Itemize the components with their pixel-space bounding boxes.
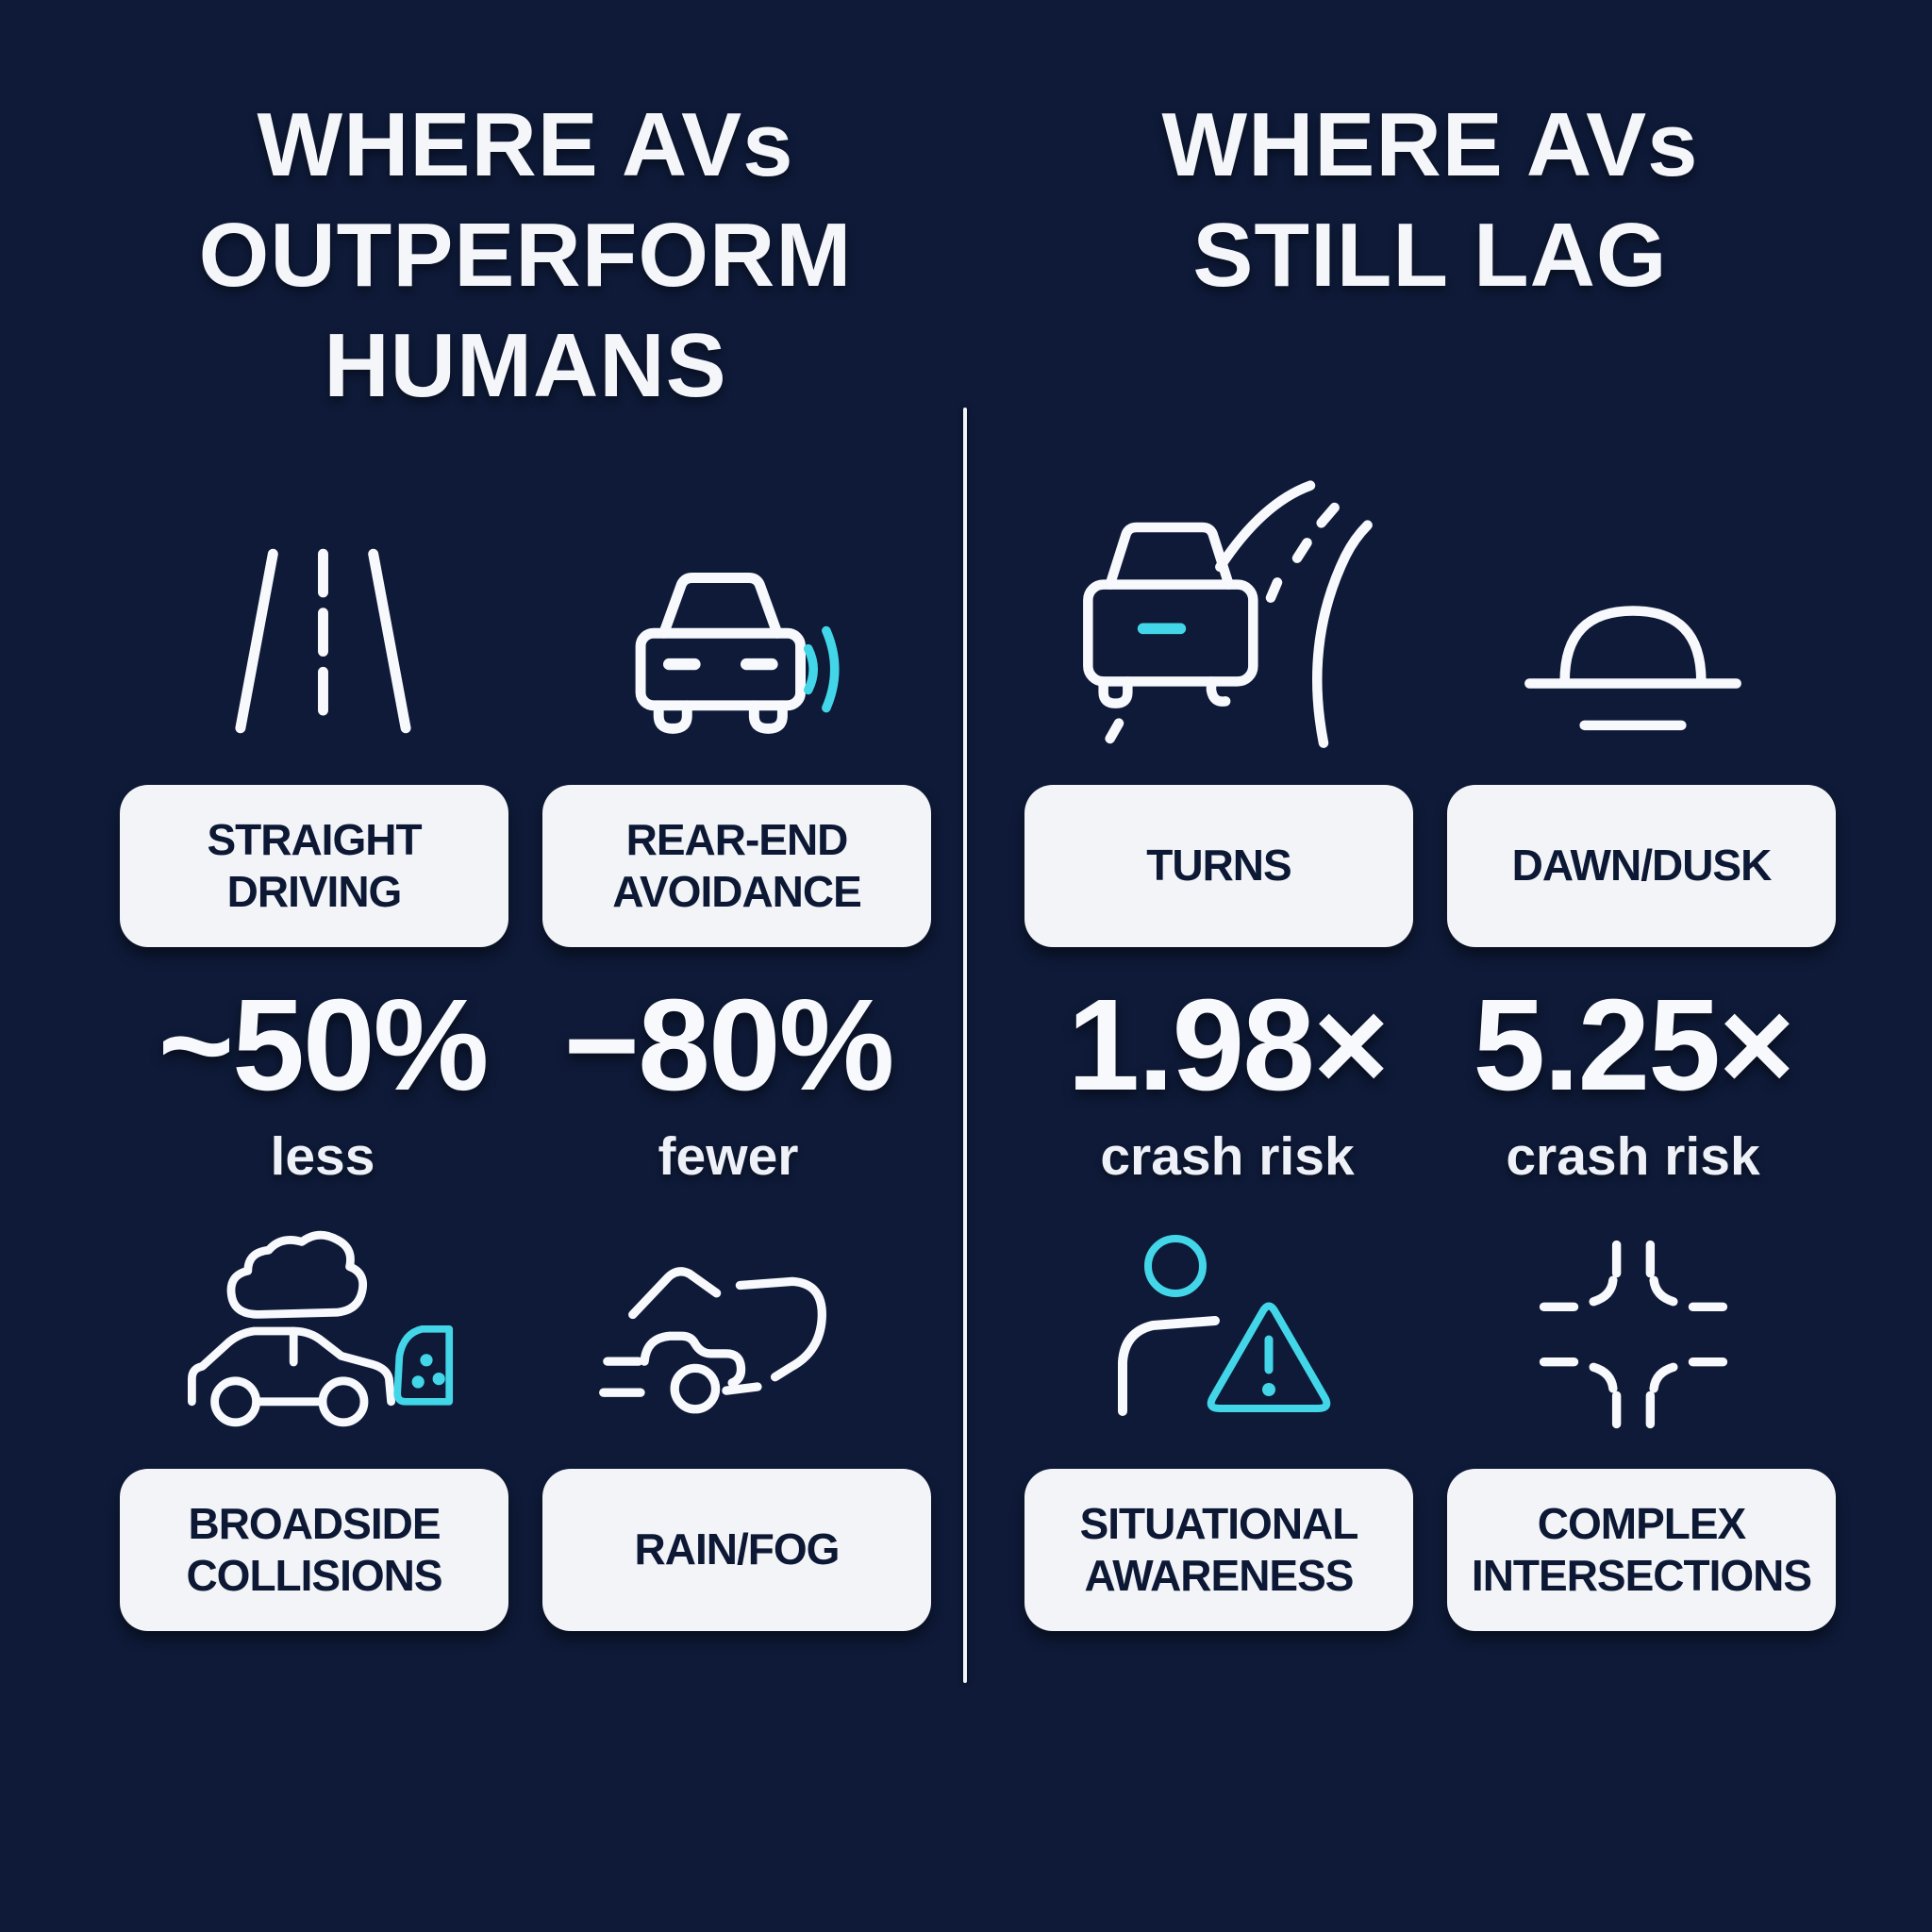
right-panel-title: WHERE AVs STILL LAG (1161, 94, 1699, 307)
stat-rear-end: −80% (563, 973, 895, 1118)
left-bottom-icon-row (120, 1212, 931, 1462)
left-panel-title: WHERE AVs OUTPERFORM HUMANS (198, 94, 853, 417)
column-divider (963, 408, 967, 1683)
pill-situational-awareness: SITUATIONAL AWARENESS (1024, 1468, 1413, 1631)
stat-caption-straight-driving: less (270, 1125, 375, 1187)
right-top-icon-row (1024, 429, 1836, 769)
right-stat-row: 1.98× crash risk 5.25× crash risk (1024, 962, 1836, 1212)
right-top-pill-row: TURNS DAWN/DUSK (1024, 769, 1836, 962)
pill-complex-intersections: COMPLEX INTERSECTIONS (1447, 1468, 1836, 1631)
pill-dawn-dusk: DAWN/DUSK (1447, 784, 1836, 947)
complex-intersection-icon (1539, 1240, 1727, 1429)
right-bottom-pill-row: SITUATIONAL AWARENESS COMPLEX INTERSECTI… (1024, 1462, 1836, 1637)
stat-caption-dawn-dusk: crash risk (1506, 1125, 1760, 1187)
stat-caption-turns: crash risk (1100, 1125, 1355, 1187)
pill-straight-driving: STRAIGHT DRIVING (120, 784, 508, 947)
dawn-dusk-icon (1524, 606, 1741, 731)
left-stat-row: ~50% less −80% fewer (120, 962, 931, 1212)
stat-straight-driving: ~50% (158, 973, 490, 1118)
stat-dawn-dusk: 5.25× (1473, 973, 1794, 1118)
situational-awareness-icon (1118, 1235, 1331, 1416)
left-top-icon-row (120, 429, 931, 769)
pill-rear-end-avoidance: REAR-END AVOIDANCE (542, 784, 931, 947)
rain-fog-car-icon (599, 1267, 826, 1414)
pill-turns: TURNS (1024, 784, 1413, 947)
left-bottom-pill-row: BROADSIDE COLLISIONS RAIN/FOG (120, 1462, 931, 1637)
turning-car-icon (1082, 480, 1373, 748)
stat-turns: 1.98× (1067, 973, 1389, 1118)
broadside-collision-icon (188, 1230, 454, 1427)
pill-rain-fog: RAIN/FOG (542, 1468, 931, 1631)
pill-broadside-collisions: BROADSIDE COLLISIONS (120, 1468, 508, 1631)
road-lanes-icon (234, 548, 411, 734)
stat-caption-rear-end: fewer (658, 1125, 799, 1187)
left-top-pill-row: STRAIGHT DRIVING REAR-END AVOIDANCE (120, 769, 931, 962)
right-panel: WHERE AVs STILL LAG (1024, 90, 1836, 1637)
right-bottom-icon-row (1024, 1212, 1836, 1462)
car-rear-sensor-icon (635, 573, 840, 734)
left-panel: WHERE AVs OUTPERFORM HUMANS (120, 90, 931, 1637)
